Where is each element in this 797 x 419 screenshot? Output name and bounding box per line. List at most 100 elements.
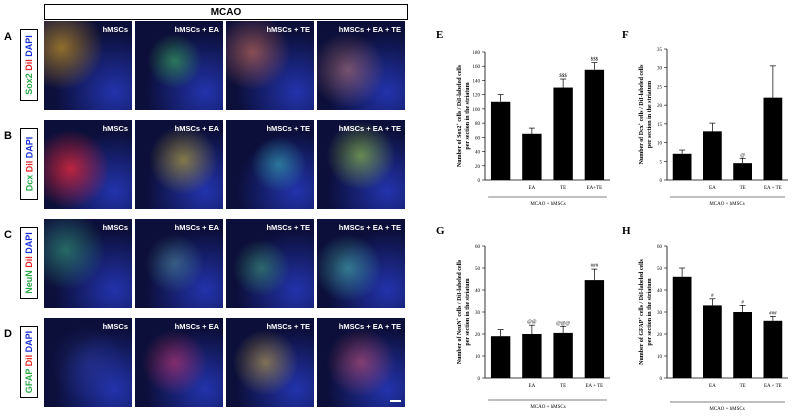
y-tick-label: 20 <box>657 104 663 109</box>
micrograph-panel: hMSCs + EA + TE <box>317 219 405 308</box>
y-axis-label: Number of Dcx+ cells / DiI-labeled cells <box>637 64 646 164</box>
y-axis-label-line2: per section in the striatum <box>647 81 653 148</box>
y-tick-label: 100 <box>473 108 481 113</box>
row-stain-label: NeuN DiI DAPI <box>20 227 38 299</box>
y-tick-label: 30 <box>475 311 481 316</box>
category-label: EA <box>709 186 716 191</box>
category-label: EA <box>709 384 716 389</box>
significance-marker: # <box>711 294 714 299</box>
y-tick-label: 50 <box>475 267 481 272</box>
micrograph-panel: hMSCs + TE <box>226 120 314 209</box>
bar <box>672 276 692 378</box>
bar <box>553 87 573 180</box>
y-tick-label: 10 <box>657 355 663 360</box>
bar <box>733 312 753 378</box>
scale-bar <box>390 400 401 402</box>
y-tick-label: 0 <box>478 377 481 382</box>
y-label-superscript: + <box>637 317 642 320</box>
y-label-marker: Number of NeuN <box>457 320 463 365</box>
group-label: MCAO + hMSCs <box>530 405 565 410</box>
micrograph-panel: hMSCs + EA + TE <box>317 21 405 110</box>
panel-treatment-label: hMSCs <box>102 223 128 232</box>
y-label-rest: cells / DiI-labeled cells <box>639 258 645 317</box>
bar <box>763 320 783 378</box>
y-tick-label: 10 <box>657 142 663 147</box>
row-letter-c: C <box>4 229 12 241</box>
y-tick-label: 40 <box>475 151 481 156</box>
group-label: MCAO + hMSCs <box>530 202 565 207</box>
y-tick-label: 20 <box>475 165 481 170</box>
y-axis-label: Number of Sox2+ cells / DiI-labeled cell… <box>455 64 464 167</box>
bar <box>672 153 692 180</box>
row-label-frame <box>20 326 38 398</box>
category-label: TE <box>740 384 746 389</box>
panel-treatment-label: hMSCs + EA <box>174 223 219 232</box>
category-label: EA+TE <box>587 186 603 191</box>
panel-treatment-label: hMSCs <box>102 322 128 331</box>
micrograph-panel: hMSCs + EA <box>135 21 223 110</box>
row-label-frame <box>20 227 38 299</box>
category-label: TE <box>740 186 746 191</box>
panel-treatment-label: hMSCs + EA <box>174 25 219 34</box>
y-label-marker: Number of GFAP <box>639 319 645 364</box>
y-axis-label: Number of NeuN+ cells / DiI-labeled cell… <box>455 259 464 364</box>
y-tick-label: 140 <box>473 79 481 84</box>
micrograph-panel: hMSCs + EA + TE <box>317 318 405 407</box>
y-axis-label-line2: per section in the striatum <box>465 82 471 149</box>
y-tick-label: 30 <box>657 311 663 316</box>
y-label-marker: Number of Dcx <box>639 125 645 164</box>
panel-treatment-label: hMSCs + EA + TE <box>338 124 401 133</box>
significance-marker: ### <box>591 264 599 269</box>
bar <box>584 69 605 180</box>
group-label: MCAO + hMSCs <box>709 202 744 207</box>
panel-treatment-label: hMSCs + TE <box>266 25 310 34</box>
y-tick-label: 30 <box>657 67 663 72</box>
y-tick-label: 60 <box>475 245 481 250</box>
y-tick-label: 20 <box>657 333 663 338</box>
micrograph-panel: hMSCs + TE <box>226 219 314 308</box>
y-tick-label: 0 <box>478 179 481 184</box>
category-label: EA + TE <box>586 384 604 389</box>
y-label-superscript: + <box>637 122 642 125</box>
bar <box>553 332 573 378</box>
panel-treatment-label: hMSCs <box>102 124 128 133</box>
y-tick-label: 0 <box>660 179 663 184</box>
row-letter-a: A <box>4 31 12 43</box>
significance-marker: $$$ <box>559 74 567 79</box>
bar <box>522 334 542 378</box>
panel-treatment-label: hMSCs + TE <box>266 124 310 133</box>
category-label: EA + TE <box>764 186 782 191</box>
y-tick-label: 35 <box>657 48 663 53</box>
row-stain-label: Dcx DiI DAPI <box>20 128 38 200</box>
category-label: EA <box>529 384 536 389</box>
micrograph-panel: hMSCs <box>44 120 132 209</box>
chart-e: E 0 20 40 60 80 100 120 140 160 180 Number of Sox2+… <box>436 29 610 207</box>
y-tick-label: 5 <box>660 160 663 165</box>
row-letter-d: D <box>4 328 12 340</box>
micrograph-panel: hMSCs + EA + TE <box>317 120 405 209</box>
y-tick-label: 80 <box>475 122 481 127</box>
micrograph-panel: hMSCs + EA <box>135 120 223 209</box>
panel-treatment-label: hMSCs + TE <box>266 223 310 232</box>
chart-panel-letter: E <box>436 29 443 41</box>
bar <box>490 336 511 378</box>
category-label: EA <box>529 186 536 191</box>
panel-treatment-label: hMSCs <box>102 25 128 34</box>
row-letter-b: B <box>4 130 12 142</box>
chart-h: H 0 10 20 30 40 50 60 Number of GFAP+ cells / Di… <box>622 225 788 412</box>
y-axis-label-line2: per section in the striatum <box>465 278 471 345</box>
y-tick-label: 120 <box>473 94 481 99</box>
y-tick-label: 0 <box>660 377 663 382</box>
micrograph-panel: hMSCs + EA <box>135 318 223 407</box>
chart-panel-letter: F <box>622 29 629 41</box>
y-label-rest: cells / DiI-labeled cells <box>639 64 645 123</box>
y-label-superscript: + <box>455 317 460 320</box>
bar <box>733 163 753 180</box>
panel-treatment-label: hMSCs + EA + TE <box>338 25 401 34</box>
y-tick-label: 60 <box>657 245 663 250</box>
y-label-rest: cells / DiI-labeled cells <box>457 259 463 318</box>
bar <box>584 280 605 378</box>
micrograph-panel: hMSCs + TE <box>226 318 314 407</box>
bar <box>490 101 511 180</box>
y-tick-label: 60 <box>475 136 481 141</box>
